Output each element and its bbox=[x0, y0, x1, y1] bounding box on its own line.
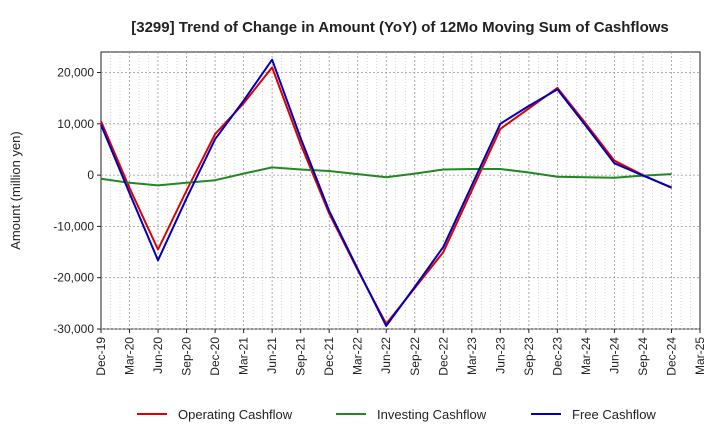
x-tick-label: Mar-25 bbox=[693, 337, 707, 375]
x-tick-label: Dec-21 bbox=[322, 337, 336, 376]
x-tick-label: Jun-20 bbox=[151, 337, 165, 374]
plot-area bbox=[100, 51, 701, 330]
y-tick-label: 0 bbox=[87, 168, 94, 182]
x-tick-label: Sep-21 bbox=[294, 337, 308, 376]
x-tick-label: Dec-23 bbox=[550, 337, 564, 376]
x-tick-label: Dec-19 bbox=[94, 337, 108, 376]
legend-label: Free Cashflow bbox=[572, 407, 656, 422]
series-lines bbox=[100, 58, 672, 327]
series-line-free-cashflow bbox=[100, 58, 672, 327]
chart-title: [3299] Trend of Change in Amount (YoY) o… bbox=[131, 19, 669, 36]
y-tick-label: -10,000 bbox=[53, 219, 94, 233]
y-tick-label: 20,000 bbox=[57, 66, 94, 80]
series-line-investing-cashflow bbox=[100, 166, 672, 187]
legend-label: Operating Cashflow bbox=[178, 407, 293, 422]
y-axis-ticks: -30,000 -20,000 -10,000 0 10,000 20,000 bbox=[53, 66, 101, 336]
x-tick-label: Sep-23 bbox=[522, 337, 536, 376]
x-tick-label: Mar-23 bbox=[465, 337, 479, 375]
legend-label: Investing Cashflow bbox=[377, 407, 487, 422]
x-tick-label: Sep-22 bbox=[408, 337, 422, 376]
x-axis-ticks: Dec-19 Mar-20 Jun-20 Sep-20 Dec-20 Mar-21 Jun-… bbox=[94, 329, 707, 376]
x-tick-label: Sep-24 bbox=[636, 337, 650, 376]
y-tick-label: 10,000 bbox=[57, 117, 94, 131]
plot-frame bbox=[100, 51, 701, 330]
x-tick-label: Sep-20 bbox=[180, 337, 194, 376]
x-tick-label: Dec-24 bbox=[664, 337, 678, 376]
x-tick-label: Mar-20 bbox=[123, 337, 137, 375]
x-tick-label: Jun-24 bbox=[607, 337, 621, 374]
x-tick-label: Mar-22 bbox=[351, 337, 365, 375]
grid-lines bbox=[101, 52, 700, 330]
y-tick-label: -20,000 bbox=[53, 271, 94, 285]
x-tick-label: Mar-24 bbox=[579, 337, 593, 375]
x-tick-label: Dec-20 bbox=[208, 337, 222, 376]
x-tick-label: Jun-21 bbox=[265, 337, 279, 374]
x-tick-label: Mar-21 bbox=[237, 337, 251, 375]
x-tick-label: Dec-22 bbox=[436, 337, 450, 376]
x-tick-label: Jun-22 bbox=[379, 337, 393, 374]
x-tick-label: Jun-23 bbox=[493, 337, 507, 374]
y-axis-label: Amount (million yen) bbox=[8, 131, 23, 250]
legend: Operating Cashflow Investing Cashflow Free… bbox=[137, 407, 656, 422]
y-tick-label: -30,000 bbox=[53, 322, 94, 336]
